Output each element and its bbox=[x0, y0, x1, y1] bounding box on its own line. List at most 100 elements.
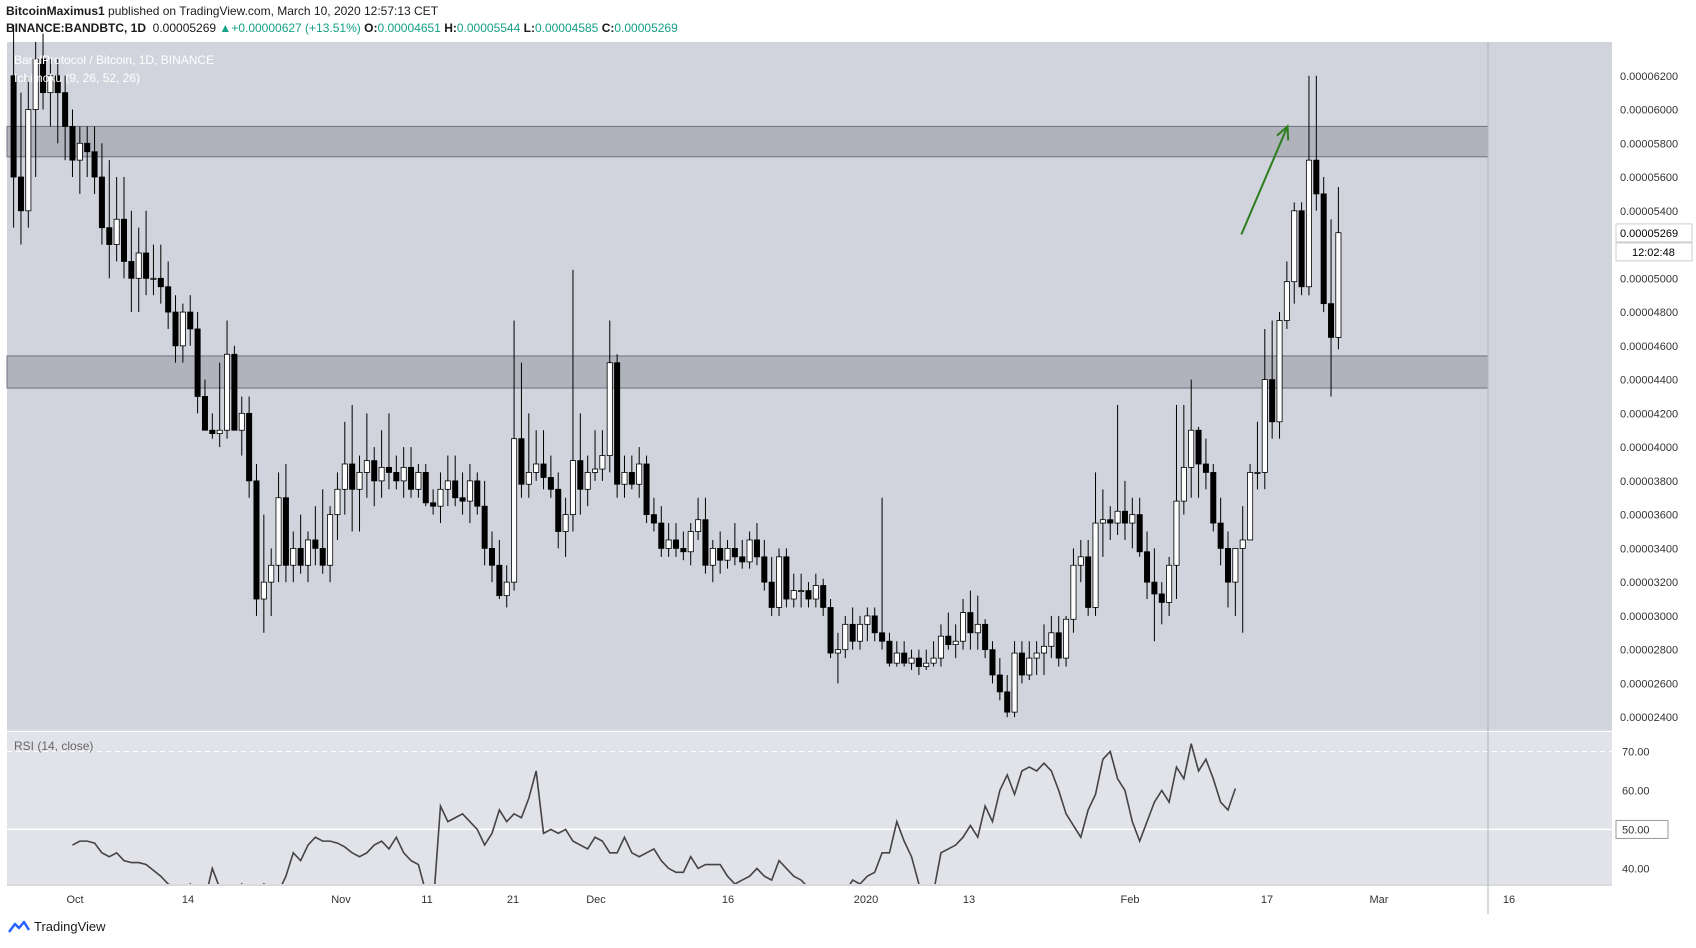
candle bbox=[179, 303, 186, 363]
candle bbox=[569, 269, 576, 532]
candle-body-up bbox=[834, 649, 841, 654]
candle-body-down bbox=[312, 539, 319, 549]
rsi-pane[interactable] bbox=[7, 732, 1612, 884]
candle bbox=[121, 177, 128, 279]
candle-body-down bbox=[1313, 159, 1320, 195]
candle bbox=[967, 590, 974, 650]
candle bbox=[820, 578, 827, 616]
candle-body-up bbox=[511, 438, 518, 583]
candle-body-down bbox=[40, 58, 47, 94]
candle bbox=[592, 430, 599, 481]
candle-body-up bbox=[1188, 429, 1195, 468]
candle-body-down bbox=[1195, 429, 1202, 465]
candle bbox=[385, 413, 392, 490]
last-price: 0.00005269 bbox=[152, 21, 217, 35]
candle-body-up bbox=[709, 547, 716, 566]
candle bbox=[172, 295, 179, 363]
candle bbox=[76, 126, 83, 194]
candle-body-down bbox=[540, 463, 547, 478]
price-tick-label: 0.00003400 bbox=[1620, 543, 1678, 555]
candle-body-up bbox=[1283, 281, 1290, 321]
candle bbox=[783, 548, 790, 608]
candle-body-down bbox=[827, 607, 834, 654]
time-tick-label: 14 bbox=[182, 894, 194, 906]
candle-body-down bbox=[194, 328, 201, 397]
candle bbox=[201, 379, 208, 431]
candle-body-down bbox=[1202, 463, 1209, 473]
candle bbox=[1018, 641, 1025, 684]
candle-body-up bbox=[1254, 472, 1261, 474]
candle bbox=[452, 455, 459, 507]
candle-body-down bbox=[91, 151, 98, 178]
candle bbox=[930, 641, 937, 667]
candle bbox=[503, 565, 510, 608]
candle bbox=[430, 489, 437, 515]
candle bbox=[768, 556, 775, 616]
candle-body-up bbox=[1077, 556, 1084, 566]
candle-body-down bbox=[187, 311, 194, 330]
candle bbox=[1151, 548, 1158, 642]
candle-body-down bbox=[62, 92, 69, 127]
candle bbox=[518, 362, 525, 498]
candle-body-down bbox=[643, 463, 650, 516]
candle-body-down bbox=[577, 460, 584, 490]
candle bbox=[444, 455, 451, 507]
candle-body-up bbox=[327, 514, 334, 566]
candle-body-up bbox=[790, 590, 797, 600]
candle bbox=[724, 539, 731, 569]
candle bbox=[32, 42, 39, 178]
candle bbox=[40, 33, 47, 110]
candle-body-down bbox=[488, 547, 495, 566]
ohlc-legend: BINANCE:BANDBTC, 1D 0.00005269 ▲+0.00000… bbox=[6, 21, 678, 35]
tradingview-footer[interactable]: TradingView bbox=[8, 919, 106, 934]
candle bbox=[1335, 187, 1342, 350]
candle bbox=[1077, 539, 1084, 583]
candle bbox=[98, 143, 105, 245]
candle bbox=[1144, 531, 1151, 600]
candle bbox=[231, 345, 238, 431]
candle-body-up bbox=[776, 556, 783, 608]
last-price-tag bbox=[1615, 223, 1693, 243]
candle bbox=[746, 531, 753, 569]
candle-body-up bbox=[32, 58, 39, 110]
price-tick-label: 0.00004200 bbox=[1620, 408, 1678, 420]
rsi-line bbox=[72, 743, 1237, 884]
price-tick-label: 0.00003800 bbox=[1620, 476, 1678, 488]
low-value: 0.00004585 bbox=[534, 21, 599, 35]
candle bbox=[319, 489, 326, 574]
countdown-label: 12:02:48 bbox=[1632, 247, 1675, 259]
candle bbox=[488, 531, 495, 583]
candle bbox=[879, 497, 886, 650]
candle-body-down bbox=[915, 657, 922, 667]
author-name[interactable]: BitcoinMaximus1 bbox=[6, 4, 105, 18]
candle bbox=[400, 447, 407, 498]
candle-body-down bbox=[201, 396, 208, 431]
candle bbox=[253, 463, 260, 616]
candle-body-up bbox=[275, 497, 282, 566]
candle-body-down bbox=[496, 564, 503, 597]
candle-body-down bbox=[121, 218, 128, 262]
candle bbox=[113, 177, 120, 262]
candle-body-down bbox=[967, 612, 974, 634]
candle bbox=[481, 480, 488, 566]
candle bbox=[1232, 547, 1239, 616]
candle bbox=[1048, 615, 1055, 659]
rsi-tick-label: 70.00 bbox=[1622, 746, 1650, 758]
candle bbox=[341, 421, 348, 515]
candle-body-down bbox=[1269, 379, 1276, 423]
candle-body-down bbox=[84, 142, 91, 153]
candle-body-up bbox=[636, 463, 643, 485]
candle bbox=[1055, 615, 1062, 667]
candle bbox=[224, 320, 231, 439]
candle bbox=[282, 463, 289, 583]
candle-body-up bbox=[960, 612, 967, 642]
candle bbox=[1166, 556, 1173, 616]
candle-body-down bbox=[989, 649, 996, 676]
candle-body-up bbox=[179, 311, 186, 347]
candle bbox=[717, 531, 724, 574]
candle-body-down bbox=[871, 615, 878, 634]
candle bbox=[422, 463, 429, 507]
candle-body-down bbox=[371, 460, 378, 482]
candle-body-down bbox=[452, 480, 459, 499]
